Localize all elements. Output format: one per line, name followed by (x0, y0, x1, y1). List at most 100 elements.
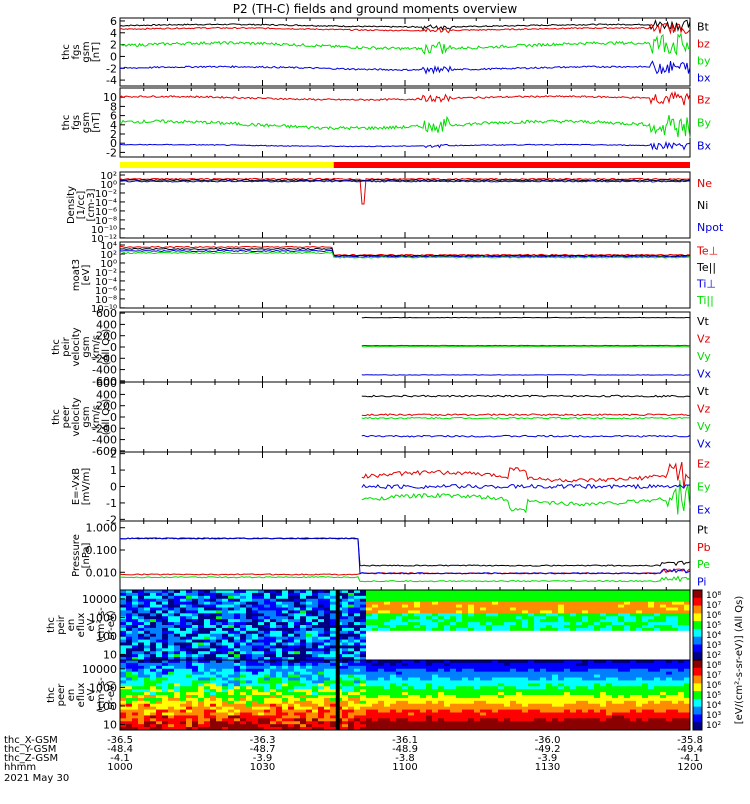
legend-By: By (697, 117, 712, 130)
y-axis-label-line: [cm-3] (86, 188, 97, 221)
y-tick-label: 10 (103, 648, 117, 661)
colorbar-tick: 10⁸ (706, 591, 721, 601)
series-Ne (120, 178, 690, 204)
y-tick-label: 10 (103, 718, 117, 731)
legend-Ne: Ne (697, 177, 712, 190)
legend-Vz: Vz (697, 402, 711, 415)
series-Bz (120, 93, 690, 106)
colorbar-tick: 10⁵ (706, 621, 721, 631)
colorbar-tick: 10⁶ (706, 681, 721, 691)
legend-Ti⊥: Ti⊥ (696, 277, 716, 290)
mode-bar-slow (120, 162, 334, 168)
panel-temp (120, 242, 690, 308)
series-by (120, 34, 690, 54)
x-tick-hhmm: 1200 (677, 762, 702, 773)
legend-Ti||: Ti|| (696, 294, 714, 307)
y-axis-label-line: sr-eV) (106, 680, 117, 709)
x-tick-hhmm: 1100 (392, 762, 417, 773)
y-axis-label-temp: moat3[eV] (71, 259, 92, 291)
x-tick-hhmm: 1000 (107, 762, 132, 773)
colorbar-peir (693, 590, 702, 661)
legend-Ni: Ni (697, 199, 708, 212)
y-axis-label-line: [mV/m] (81, 468, 92, 506)
y-axis-label-line: [nT] (91, 42, 102, 62)
y-tick-label: 10000 (82, 593, 117, 606)
legend-Vy: Vy (697, 420, 711, 433)
y-tick-label: -2 (106, 146, 117, 159)
colorbar-tick: 10³ (706, 711, 721, 721)
y-axis-label-line: (All Qs) (101, 399, 112, 436)
legend-Vz: Vz (697, 332, 711, 345)
legend-Vy: Vy (697, 350, 711, 363)
colorbar-tick: 10⁴ (706, 631, 721, 641)
colorbar-tick: 10³ (706, 641, 721, 651)
y-axis-label-line: [nPa] (81, 542, 92, 568)
series-Ex (362, 485, 690, 489)
panel-peir_en (120, 590, 691, 661)
y-axis-label-line: [eV] (81, 265, 92, 286)
y-axis-label-line: [nT] (91, 112, 102, 132)
colorbar-tick: 10² (706, 721, 721, 731)
panel-pressure (120, 521, 690, 590)
y-axis-label-line: (All Qs) (101, 329, 112, 366)
series-Vx (362, 435, 690, 437)
date-label: 2021 May 30 (4, 773, 69, 784)
series-Pb (120, 569, 690, 575)
x-tick-hhmm: 1030 (250, 762, 275, 773)
series-Vt (362, 317, 690, 318)
colorbar-tick: 10⁷ (706, 601, 721, 611)
panel-peer_vel (120, 382, 690, 452)
legend-Bx: Bx (697, 140, 712, 153)
figure-title: P2 (TH-C) fields and ground moments over… (233, 2, 518, 16)
legend-by: by (697, 55, 711, 68)
legend-Ez: Ez (697, 458, 710, 471)
mode-bar-fast (334, 162, 690, 168)
panel-efield (120, 452, 690, 521)
series-Vz (362, 414, 690, 416)
series-Ey (362, 480, 690, 515)
series-bx (120, 61, 690, 74)
legend-Vx: Vx (697, 437, 712, 450)
legend-Pi: Pi (697, 575, 706, 588)
colorbar-tick: 10⁵ (706, 691, 721, 701)
legend-Ex: Ex (697, 504, 711, 517)
legend-Ey: Ey (697, 481, 711, 494)
legend-Te⊥: Te⊥ (696, 244, 718, 257)
y-axis-label-line: sr-eV) (106, 610, 117, 639)
y-tick-label: 0 (110, 481, 117, 494)
panel-peer_en (120, 660, 691, 731)
y-tick-label: 2 (110, 448, 117, 461)
series-Bx (120, 143, 690, 150)
legend-bx: bx (697, 72, 711, 85)
colorbar-label: [eV/(cm²-s-sr-eV)] (All Qs) (734, 596, 745, 725)
y-tick-label: 10000 (82, 663, 117, 676)
y-tick-label: -4 (106, 74, 117, 87)
series-By (120, 115, 690, 138)
y-tick-label: 1.000 (86, 522, 118, 535)
panel-fgs_gsm2 (120, 88, 690, 157)
series-bz (120, 24, 690, 34)
series-Vt (362, 395, 690, 397)
y-axis-label-density: Density[1/cc][cm-3] (66, 186, 97, 224)
colorbar-tick: 10⁶ (706, 611, 721, 621)
colorbar-peer (693, 660, 702, 731)
series-Npot (120, 181, 690, 182)
legend-Vt: Vt (697, 315, 710, 328)
panel-density (120, 172, 690, 238)
colorbar-tick: 10⁴ (706, 701, 721, 711)
legend-Te||: Te|| (696, 261, 716, 274)
x-row-label: hhmm (4, 762, 36, 773)
legend-Vx: Vx (697, 367, 712, 380)
legend-Pt: Pt (697, 524, 709, 537)
colorbar-tick: 10² (706, 651, 721, 661)
colorbar-tick: 10⁸ (706, 661, 721, 671)
series-Pe (120, 577, 690, 582)
legend-Pb: Pb (697, 541, 711, 554)
